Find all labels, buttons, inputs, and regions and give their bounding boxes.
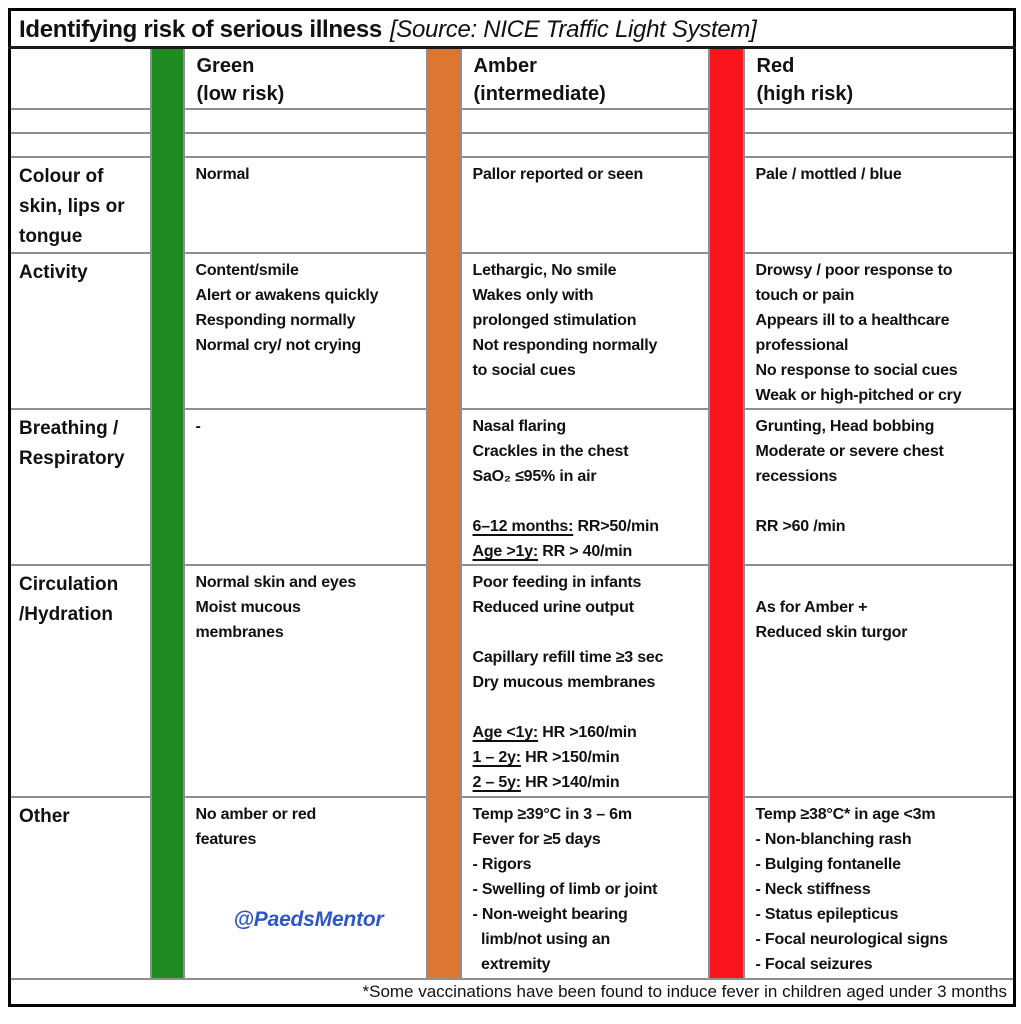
spacer-cell — [459, 108, 710, 134]
nice-traffic-light-table: Identifying risk of serious illness [Sour… — [8, 8, 1017, 1007]
spacer-cell — [8, 108, 152, 134]
spacer-cell — [742, 108, 1016, 134]
title-source-text: [Source: NICE Traffic Light System] — [389, 16, 757, 43]
other-amber-text: Temp ≥39°C in 3 – 6m Fever for ≥5 days - R… — [472, 806, 658, 973]
spacer-cell — [182, 132, 428, 158]
header-row: Green (low risk) Amber (intermediate) Re… — [8, 46, 1016, 980]
other-green-text: No amber or red features — [195, 806, 317, 848]
cell-activity-amber: Lethargic, No smile Wakes only with prolon… — [459, 252, 710, 410]
row-skin-colour: Colour of skin, lips or tongue Normal Pa… — [8, 156, 1016, 254]
green-header-label: Green (low risk) — [196, 55, 285, 105]
breathing-label: Breathing / Respiratory — [19, 418, 125, 469]
cell-other-amber: Temp ≥39°C in 3 – 6m Fever for ≥5 days - R… — [459, 796, 710, 980]
cell-skin-red: Pale / mottled / blue — [742, 156, 1016, 254]
table-title: Identifying risk of serious illness [Sour… — [8, 8, 1016, 49]
title-text: Identifying risk of serious illness — [19, 16, 382, 43]
cell-skin-green: Normal — [182, 156, 428, 254]
footnote: *Some vaccinations have been found to in… — [9, 978, 1015, 1005]
circulation-green-text: Normal skin and eyes Moist mucous membrane… — [195, 574, 357, 641]
row-label-circulation: Circulation /Hydration — [8, 564, 152, 798]
footnote-row: *Some vaccinations have been found to in… — [9, 978, 1015, 1005]
activity-green-text: Content/smile Alert or awakens quickly Res… — [195, 262, 379, 354]
paedsmentor-watermark: @PaedsMentor — [233, 908, 384, 931]
row-other: Other No amber or red features @PaedsMent… — [8, 796, 1016, 980]
green-column-bar — [149, 46, 185, 980]
circulation-red-text: As for Amber + Reduced skin turgor — [755, 599, 908, 641]
amber-header-label: Amber (intermediate) — [473, 55, 606, 105]
cell-circulation-amber: Poor feeding in infants Reduced urine out… — [459, 564, 710, 798]
row-label-breathing: Breathing / Respiratory — [8, 408, 152, 566]
breathing-red-text: Grunting, Head bobbing Moderate or severe… — [755, 418, 944, 535]
spacer-cell — [459, 132, 710, 158]
cell-breathing-red: Grunting, Head bobbing Moderate or severe… — [742, 408, 1016, 566]
spacer-cell — [8, 132, 152, 158]
cell-activity-green: Content/smile Alert or awakens quickly Res… — [182, 252, 428, 410]
cell-other-green: No amber or red features @PaedsMentor — [182, 796, 428, 980]
other-red-text: Temp ≥38°C* in age <3m - Non-blanching ra… — [755, 806, 948, 973]
spacer-row-1 — [8, 108, 1016, 134]
breathing-amber-text: Nasal flaring Crackles in the chest SaO₂ ≤… — [472, 418, 660, 560]
column-header-amber: Amber (intermediate) — [459, 46, 710, 110]
cell-skin-amber: Pallor reported or seen — [459, 156, 710, 254]
spacer-cell — [742, 132, 1016, 158]
row-activity: Activity Content/smile Alert or awakens q… — [8, 252, 1016, 410]
cell-breathing-amber: Nasal flaring Crackles in the chest SaO₂ ≤… — [459, 408, 710, 566]
skin-amber-text: Pallor reported or seen — [472, 166, 644, 183]
cell-circulation-red: As for Amber + Reduced skin turgor — [742, 564, 1016, 798]
other-label: Other — [19, 806, 70, 827]
breathing-green-text: - — [195, 418, 201, 435]
circulation-label: Circulation /Hydration — [19, 574, 119, 625]
header-empty-cell — [8, 46, 152, 110]
cell-activity-red: Drowsy / poor response to touch or pain Ap… — [742, 252, 1016, 410]
cell-circulation-green: Normal skin and eyes Moist mucous membrane… — [182, 564, 428, 798]
cell-breathing-green: - — [182, 408, 428, 566]
spacer-row-2 — [8, 132, 1016, 158]
skin-colour-label: Colour of skin, lips or tongue — [19, 166, 125, 247]
skin-red-text: Pale / mottled / blue — [755, 166, 902, 183]
skin-green-text: Normal — [195, 166, 250, 183]
nice-traffic-light-sheet: Identifying risk of serious illness [Sour… — [8, 8, 1017, 1007]
row-label-activity: Activity — [8, 252, 152, 410]
row-label-other: Other — [8, 796, 152, 980]
row-breathing: Breathing / Respiratory - Nasal flaring C… — [8, 408, 1016, 566]
title-row: Identifying risk of serious illness [Sour… — [8, 8, 1016, 49]
column-header-red: Red (high risk) — [742, 46, 1016, 110]
spacer-cell — [182, 108, 428, 134]
row-label-skin-colour: Colour of skin, lips or tongue — [8, 156, 152, 254]
red-header-label: Red (high risk) — [756, 55, 854, 105]
row-circulation: Circulation /Hydration Normal skin and e… — [8, 564, 1016, 798]
amber-column-bar — [425, 46, 462, 980]
red-column-bar — [707, 46, 745, 980]
cell-other-red: Temp ≥38°C* in age <3m - Non-blanching ra… — [742, 796, 1016, 980]
activity-label: Activity — [19, 262, 88, 283]
activity-red-text: Drowsy / poor response to touch or pain Ap… — [755, 262, 962, 404]
activity-amber-text: Lethargic, No smile Wakes only with prolon… — [472, 262, 658, 379]
circulation-amber-text: Poor feeding in infants Reduced urine out… — [472, 574, 664, 791]
column-header-green: Green (low risk) — [182, 46, 428, 110]
